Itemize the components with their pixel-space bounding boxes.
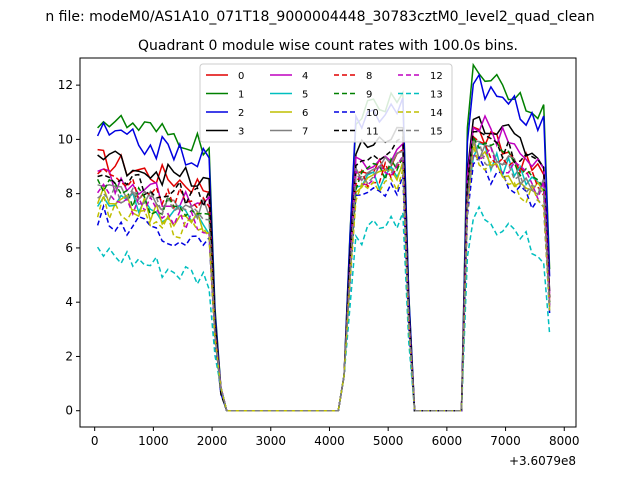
legend-label-12: 12: [430, 71, 443, 82]
x-tick-label: 6000: [432, 434, 463, 448]
x-tick-label: 0: [91, 434, 99, 448]
legend-label-3: 3: [238, 127, 244, 138]
x-tick-label: 8000: [549, 434, 580, 448]
legend-label-0: 0: [238, 71, 244, 82]
figure-suptitle: n file: modeM0/AS1A10_071T18_9000004448_…: [45, 9, 594, 25]
legend-label-7: 7: [302, 127, 308, 138]
legend-label-10: 10: [366, 108, 379, 119]
legend-label-6: 6: [302, 108, 308, 119]
y-tick-label: 0: [65, 404, 73, 418]
legend-label-1: 1: [238, 90, 244, 101]
legend-label-11: 11: [366, 127, 379, 138]
x-tick-label: 5000: [373, 434, 404, 448]
legend-label-4: 4: [302, 71, 308, 82]
legend-label-5: 5: [302, 90, 308, 101]
legend-label-2: 2: [238, 108, 244, 119]
legend-box: [199, 63, 453, 143]
chart-title: Quadrant 0 module wise count rates with …: [138, 38, 518, 54]
x-tick-label: 3000: [255, 434, 286, 448]
axes-layer: 0 1000 2000 3000 4000 5000 6000 7000 8000 0 2 4 6 8 10…: [58, 78, 580, 448]
y-tick-label: 10: [58, 132, 73, 146]
legend-label-14: 14: [430, 108, 443, 119]
legend-label-8: 8: [366, 71, 372, 82]
y-tick-label: 4: [65, 295, 73, 309]
y-tick-label: 2: [65, 349, 73, 363]
x-tick-label: 2000: [197, 434, 228, 448]
series-layer: [96, 62, 551, 412]
x-tick-label: 7000: [490, 434, 521, 448]
x-tick-label: 4000: [314, 434, 345, 448]
y-tick-label: 8: [65, 187, 73, 201]
x-tick-label: 1000: [138, 434, 169, 448]
y-tick-label: 6: [65, 241, 73, 255]
legend-label-9: 9: [366, 90, 372, 101]
y-tick-label: 12: [58, 78, 73, 92]
legend-label-15: 15: [430, 127, 443, 138]
legend-label-13: 13: [430, 90, 443, 101]
series-line-15: [97, 139, 551, 412]
series-line-11: [97, 130, 551, 412]
x-offset-label: +3.6079e8: [509, 454, 576, 468]
